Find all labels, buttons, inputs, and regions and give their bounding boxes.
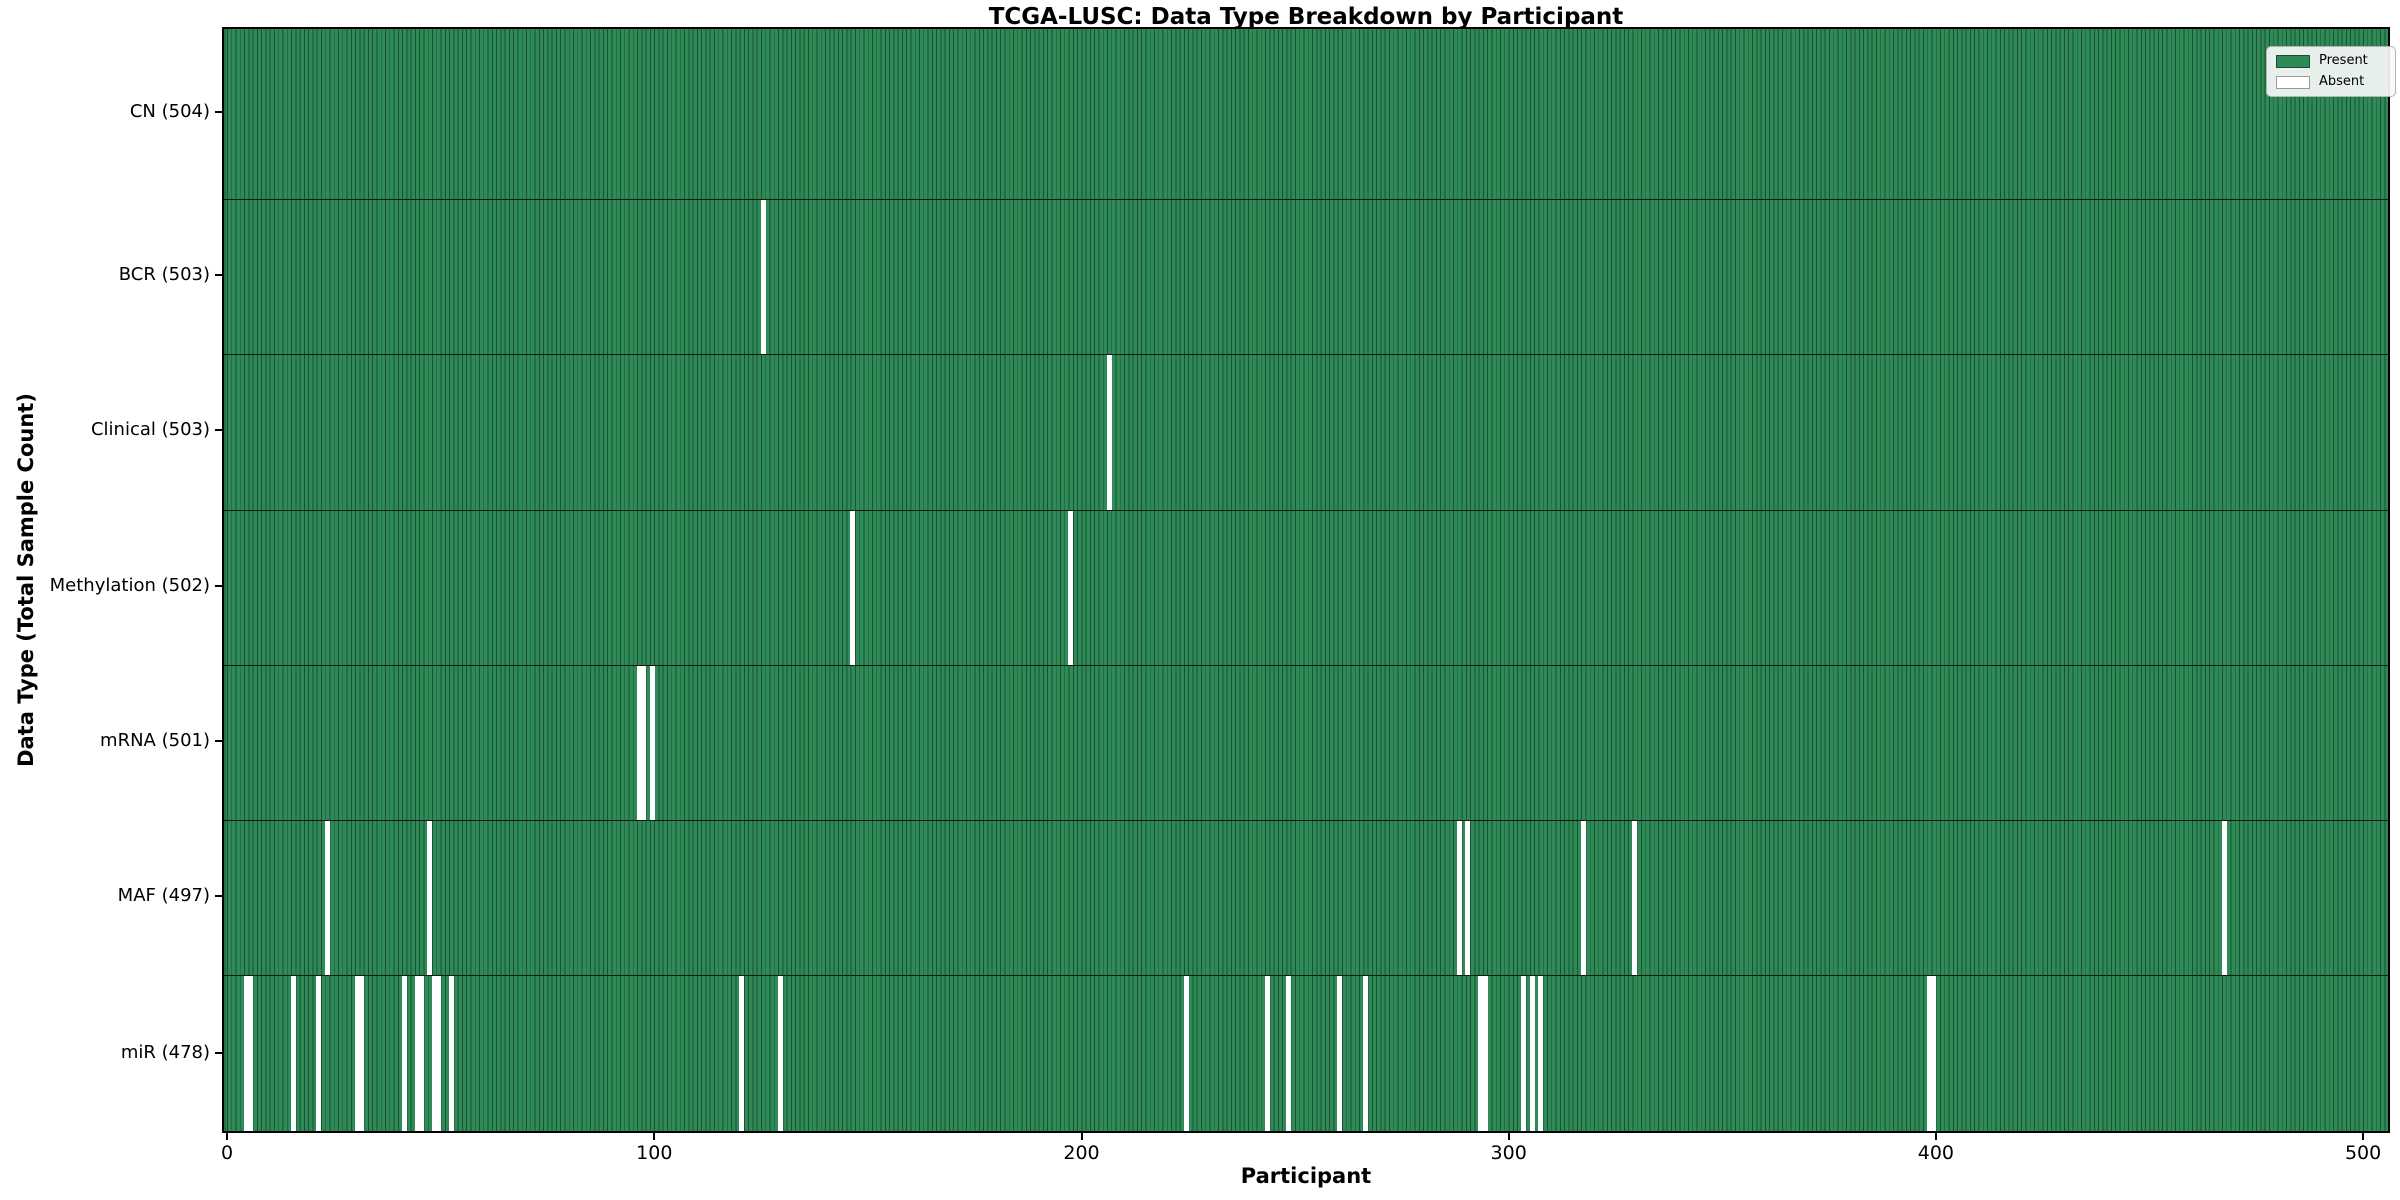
absent-gap [324, 820, 330, 975]
absent-gap [1465, 820, 1471, 975]
presence-row-mir [224, 975, 2388, 1131]
absent-gap [1580, 820, 1586, 975]
absent-swatch-icon [2276, 75, 2310, 89]
y-tick-mark [215, 584, 222, 587]
absent-gap [354, 975, 360, 1131]
y-tick-mark [215, 273, 222, 276]
x-tick-label: 400 [1917, 1142, 1955, 1164]
absent-gap [777, 975, 783, 1131]
absent-gap [760, 199, 766, 354]
absent-gap [640, 665, 646, 820]
row-separator [224, 510, 2388, 511]
x-tick-mark [653, 1133, 656, 1140]
legend: Present Absent [2266, 46, 2396, 97]
absent-gap [414, 975, 420, 1131]
absent-gap [1286, 975, 1292, 1131]
x-tick-mark [1934, 1133, 1937, 1140]
x-tick-mark [1080, 1133, 1083, 1140]
absent-gap [739, 975, 745, 1131]
legend-entry-present: Present [2276, 54, 2386, 68]
y-tick-label: Clinical (503) [90, 419, 210, 440]
legend-label-present: Present [2319, 53, 2368, 68]
y-tick-label: Methylation (502) [49, 574, 210, 596]
absent-gap [290, 975, 296, 1131]
present-swatch-icon [2276, 54, 2310, 68]
row-separator [224, 820, 2388, 821]
x-axis-label: Participant [1240, 1164, 1372, 1188]
plot-area [222, 27, 2390, 1133]
absent-gap [1478, 975, 1484, 1131]
chart-title: TCGA-LUSC: Data Type Breakdown by Partic… [988, 4, 1624, 30]
row-separator [224, 975, 2388, 976]
y-tick-mark [215, 894, 222, 897]
absent-gap [418, 975, 424, 1131]
row-separator [224, 354, 2388, 355]
x-tick-mark [226, 1133, 229, 1140]
row-separator [224, 199, 2388, 200]
absent-gap [1931, 975, 1937, 1131]
presence-row-cn [224, 29, 2388, 199]
absent-gap [1538, 975, 1544, 1131]
absent-gap [1337, 975, 1343, 1131]
y-tick-mark [215, 739, 222, 742]
absent-gap [435, 975, 441, 1131]
absent-gap [636, 665, 642, 820]
presence-row-maf [224, 820, 2388, 975]
absent-gap [649, 665, 655, 820]
absent-gap [1926, 975, 1932, 1131]
presence-row-clinical [224, 354, 2388, 510]
absent-gap [1521, 975, 1527, 1131]
absent-gap [1183, 975, 1189, 1131]
absent-gap [850, 510, 856, 665]
absent-gap [401, 975, 407, 1131]
absent-gap [1482, 975, 1488, 1131]
absent-gap [2221, 820, 2227, 975]
absent-gap [247, 975, 253, 1131]
legend-entry-absent: Absent [2276, 75, 2386, 89]
y-tick-mark [215, 429, 222, 431]
absent-gap [1632, 820, 1638, 975]
absent-gap [1264, 975, 1270, 1131]
absent-gap [431, 975, 437, 1131]
absent-gap [316, 975, 322, 1131]
absent-gap [359, 975, 365, 1131]
absent-gap [1456, 820, 1462, 975]
x-tick-label: 200 [1063, 1142, 1100, 1164]
absent-gap [1106, 354, 1112, 510]
x-tick-mark [1507, 1133, 1510, 1140]
y-tick-mark [215, 111, 222, 113]
x-tick-label: 500 [2344, 1142, 2382, 1164]
y-tick-label: CN (504) [129, 101, 210, 122]
absent-gap [1529, 975, 1535, 1131]
x-tick-label: 300 [1490, 1142, 1527, 1164]
y-tick-label: MAF (497) [117, 884, 210, 906]
y-tick-label: miR (478) [120, 1042, 210, 1063]
absent-gap [448, 975, 454, 1131]
x-tick-label: 0 [221, 1142, 234, 1164]
presence-row-methylation [224, 510, 2388, 665]
presence-row-mrna [224, 665, 2388, 820]
row-separator [224, 665, 2388, 666]
absent-gap [427, 820, 433, 975]
x-tick-label: 100 [636, 1142, 673, 1164]
y-tick-label: mRNA (501) [100, 729, 210, 751]
y-tick-label: BCR (503) [118, 263, 210, 285]
y-tick-mark [215, 1052, 222, 1054]
presence-row-bcr [224, 199, 2388, 354]
legend-label-absent: Absent [2319, 74, 2365, 89]
absent-gap [1068, 510, 1074, 665]
x-tick-mark [2362, 1133, 2365, 1140]
absent-gap [1362, 975, 1368, 1131]
absent-gap [243, 975, 249, 1131]
